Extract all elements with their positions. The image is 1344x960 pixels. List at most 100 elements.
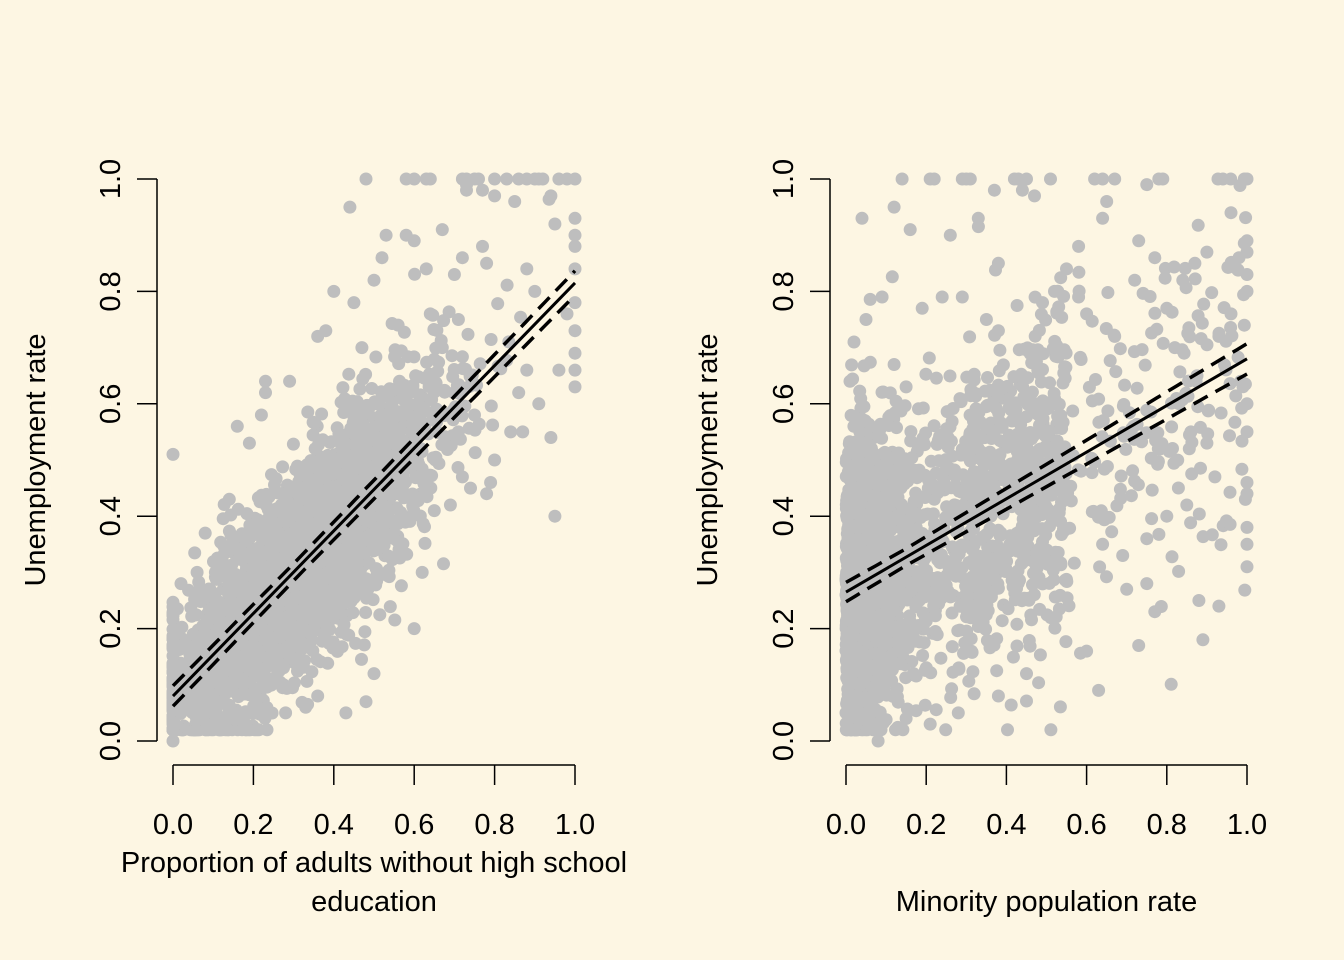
- data-point: [1053, 700, 1067, 714]
- data-point: [346, 606, 360, 620]
- data-point: [480, 256, 494, 270]
- data-point: [1044, 723, 1058, 737]
- data-point: [1113, 342, 1127, 356]
- data-point: [185, 706, 199, 720]
- data-point: [1184, 516, 1198, 530]
- data-point: [432, 457, 446, 470]
- data-point: [321, 656, 335, 670]
- data-point: [476, 183, 489, 197]
- data-point: [484, 476, 498, 489]
- data-point: [1119, 442, 1133, 456]
- data-point: [347, 565, 361, 579]
- data-point: [373, 608, 387, 622]
- data-point: [359, 606, 373, 619]
- data-point: [190, 565, 204, 579]
- data-point: [419, 262, 433, 276]
- data-point: [308, 442, 322, 456]
- data-point: [316, 614, 330, 628]
- data-point: [443, 498, 457, 512]
- data-point: [369, 350, 383, 364]
- data-point: [188, 546, 202, 560]
- points-group: [166, 172, 582, 748]
- data-point: [364, 464, 378, 478]
- data-point: [227, 666, 241, 680]
- data-point: [379, 228, 393, 242]
- data-point: [404, 398, 418, 411]
- data-point: [480, 487, 494, 501]
- data-point: [967, 687, 981, 701]
- data-point: [1223, 429, 1236, 443]
- data-point: [568, 172, 582, 186]
- data-point: [198, 723, 212, 737]
- data-point: [992, 364, 1006, 378]
- data-point: [1165, 550, 1179, 564]
- data-point: [1205, 528, 1219, 542]
- data-point: [924, 666, 938, 680]
- data-point: [916, 649, 930, 662]
- data-point: [964, 383, 978, 397]
- data-point: [291, 604, 304, 618]
- data-point: [863, 355, 877, 369]
- data-point: [568, 346, 582, 360]
- data-point: [174, 706, 188, 720]
- data-point: [276, 618, 290, 632]
- data-point: [315, 503, 329, 517]
- data-point: [468, 408, 481, 422]
- data-point: [1237, 318, 1251, 332]
- y-tick-label: 0.6: [95, 384, 127, 424]
- data-point: [226, 536, 240, 550]
- data-point: [504, 425, 518, 439]
- data-point: [451, 313, 465, 326]
- data-point: [468, 446, 482, 460]
- data-point: [254, 706, 268, 720]
- data-point: [367, 667, 381, 681]
- data-point: [544, 431, 558, 444]
- data-point: [1118, 378, 1132, 392]
- data-point: [283, 374, 297, 388]
- data-point: [407, 492, 421, 506]
- data-point: [953, 623, 967, 637]
- data-point: [1105, 525, 1119, 539]
- data-point: [488, 189, 502, 203]
- data-point: [365, 382, 379, 395]
- data-point: [536, 172, 550, 186]
- data-point: [166, 723, 180, 737]
- data-point: [447, 363, 461, 376]
- data-point: [491, 359, 505, 373]
- data-point: [981, 371, 994, 384]
- data-point: [484, 333, 498, 346]
- data-point: [286, 437, 300, 451]
- data-point: [455, 350, 469, 364]
- data-point: [359, 695, 373, 709]
- data-point: [276, 460, 290, 474]
- data-point: [316, 433, 330, 447]
- data-point: [343, 200, 357, 214]
- data-point: [368, 448, 382, 462]
- data-point: [1103, 354, 1117, 368]
- data-point: [306, 428, 320, 442]
- data-point: [568, 296, 582, 310]
- data-point: [358, 625, 372, 639]
- data-point: [401, 350, 415, 364]
- data-point: [1004, 698, 1018, 712]
- data-point: [568, 211, 582, 225]
- data-point: [263, 570, 276, 584]
- data-point: [568, 380, 582, 394]
- data-point: [1022, 593, 1036, 607]
- y-tick-label: 0.0: [95, 721, 127, 761]
- data-point: [418, 520, 431, 534]
- data-point: [435, 341, 449, 355]
- data-point: [272, 676, 286, 690]
- data-point: [391, 318, 405, 332]
- data-point: [256, 525, 270, 539]
- data-point: [393, 374, 406, 388]
- data-point: [337, 406, 351, 419]
- data-point: [355, 652, 368, 666]
- data-point: [249, 644, 263, 658]
- data-point: [252, 723, 266, 737]
- data-point: [945, 606, 959, 620]
- data-point: [356, 405, 370, 419]
- data-point: [239, 550, 253, 564]
- data-point: [945, 414, 959, 428]
